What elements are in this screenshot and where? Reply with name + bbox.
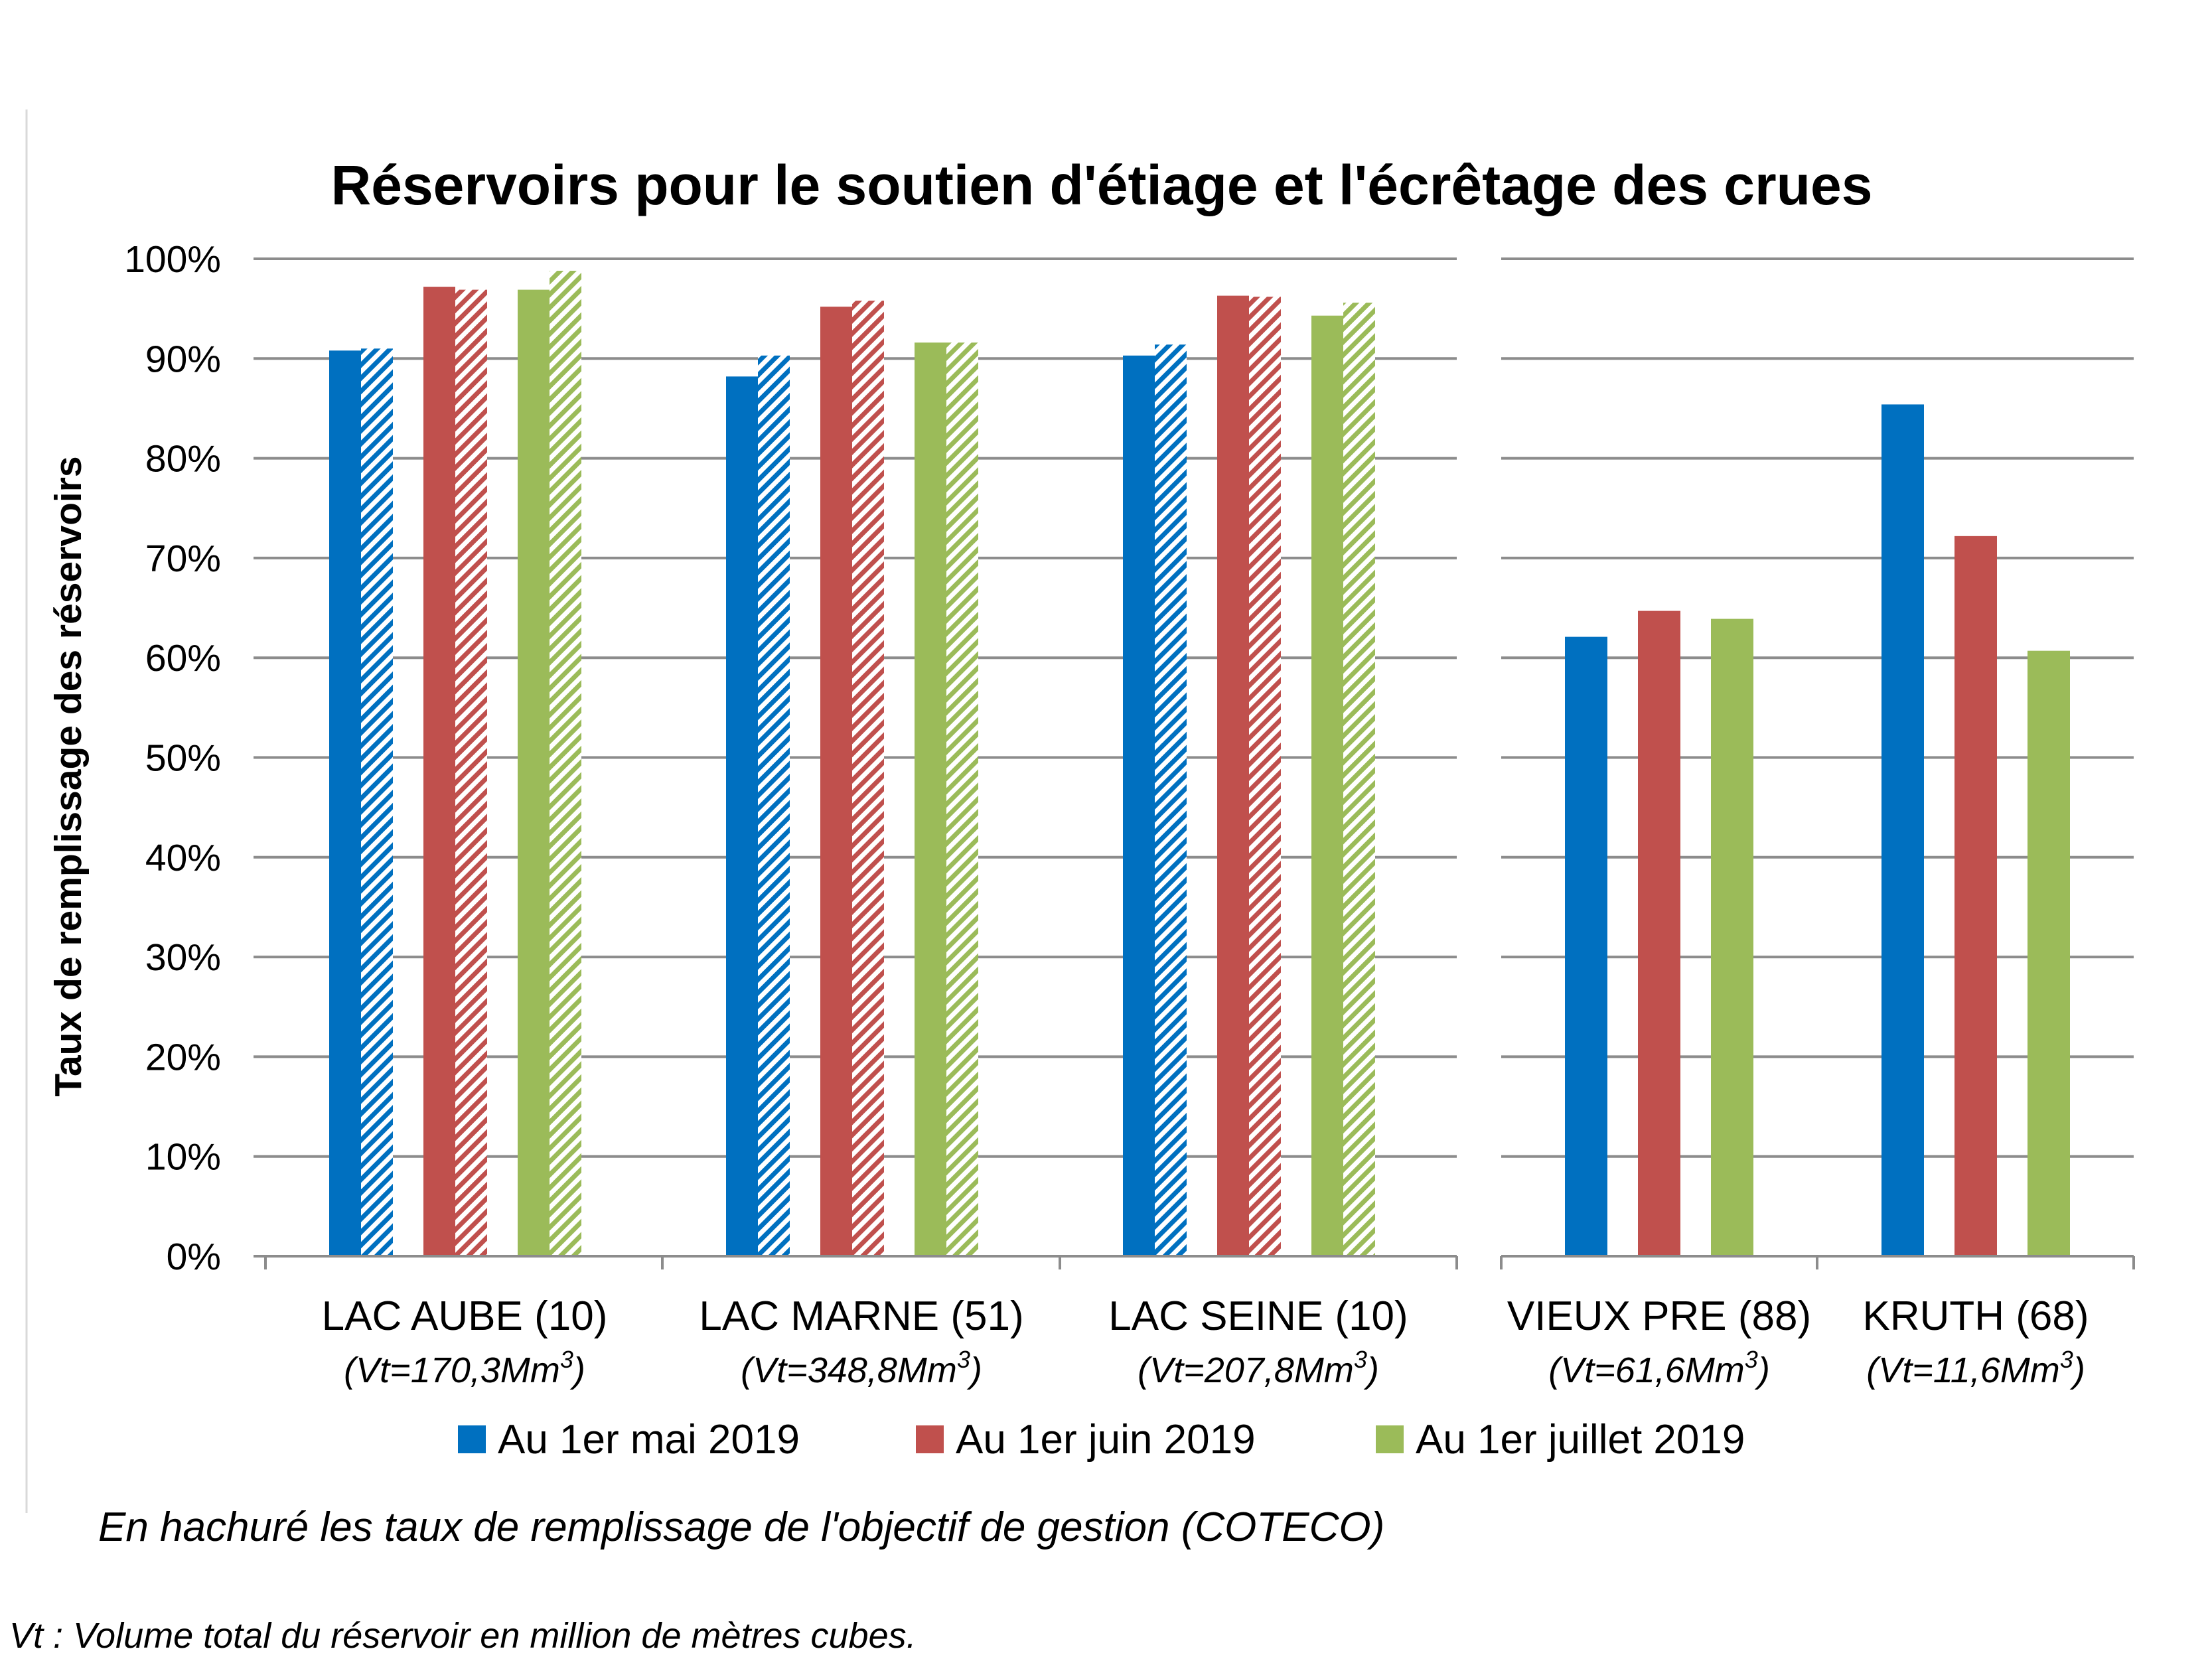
objective-bar (550, 271, 581, 1256)
y-tick-labels: 0% 10% 20% 30% 40% 50% 60% 70% 80% 90% 100% (124, 238, 221, 1278)
category-sublabel: (Vt=61,6Mm3) (1548, 1346, 1770, 1390)
y-tick-label: 60% (145, 637, 221, 680)
bar (820, 307, 852, 1256)
chart-title: Réservoirs pour le soutien d'étiage et l… (331, 154, 1873, 216)
bar (1123, 355, 1155, 1256)
legend-swatch (1376, 1425, 1404, 1453)
y-axis-label: Taux de remplissage des réservoirs (47, 456, 90, 1096)
y-tick-label: 80% (145, 438, 221, 480)
bar (726, 376, 758, 1256)
category-label: LAC SEINE (10) (1108, 1293, 1408, 1339)
objective-bar (1249, 297, 1281, 1256)
bar (518, 289, 550, 1256)
x-axes (254, 1255, 2135, 1269)
y-tick-label: 0% (167, 1236, 221, 1278)
category-label: LAC AUBE (10) (322, 1293, 608, 1339)
y-tick-label: 100% (124, 238, 221, 281)
objective-bar (758, 355, 790, 1256)
bar (423, 287, 455, 1257)
legend-label: Au 1er juillet 2019 (1416, 1417, 1745, 1463)
bar (1565, 636, 1607, 1256)
legend-label: Au 1er mai 2019 (498, 1417, 800, 1463)
category-label: KRUTH (68) (1862, 1293, 2089, 1339)
category-label: LAC MARNE (51) (699, 1293, 1023, 1339)
objective-bar (361, 348, 393, 1256)
legend: Au 1er mai 2019 Au 1er juin 2019 Au 1er ju… (458, 1417, 1745, 1463)
hatch-note: En hachuré les taux de remplissage de l'… (98, 1504, 1384, 1550)
category-sublabel: (Vt=207,8Mm3) (1138, 1346, 1379, 1390)
category-sublabel: (Vt=11,6Mm3) (1866, 1346, 2085, 1390)
y-tick-label: 50% (145, 737, 221, 780)
bar (1711, 618, 1753, 1256)
category-sublabel: (Vt=170,3Mm3) (344, 1346, 585, 1390)
y-tick-label: 40% (145, 837, 221, 879)
bar (915, 342, 946, 1257)
y-tick-label: 30% (145, 936, 221, 979)
legend-swatch (458, 1425, 486, 1453)
bar (1881, 404, 1924, 1256)
bar (1311, 315, 1343, 1256)
bar (2028, 650, 2070, 1256)
bar (1954, 536, 1997, 1256)
objective-bar (455, 289, 487, 1256)
category-sublabel: (Vt=348,8Mm3) (741, 1346, 982, 1390)
y-tick-label: 90% (145, 338, 221, 380)
y-tick-label: 20% (145, 1036, 221, 1078)
bar (1217, 295, 1249, 1257)
objective-bar (1343, 303, 1375, 1257)
legend-label: Au 1er juin 2019 (956, 1417, 1256, 1463)
category-label: VIEUX PRE (88) (1507, 1293, 1811, 1339)
bars (329, 271, 2070, 1257)
bar (1638, 611, 1680, 1256)
footnote: Vt : Volume total du réservoir en millio… (9, 1616, 917, 1656)
objective-bar (1155, 344, 1187, 1256)
bar (329, 350, 361, 1256)
y-tick-label: 10% (145, 1136, 221, 1179)
objective-bar (946, 342, 978, 1257)
objective-bar (852, 301, 884, 1257)
category-labels: LAC AUBE (10) (Vt=170,3Mm3) LAC MARNE (51)… (322, 1293, 2089, 1390)
y-tick-label: 70% (145, 538, 221, 580)
legend-swatch (916, 1425, 944, 1453)
